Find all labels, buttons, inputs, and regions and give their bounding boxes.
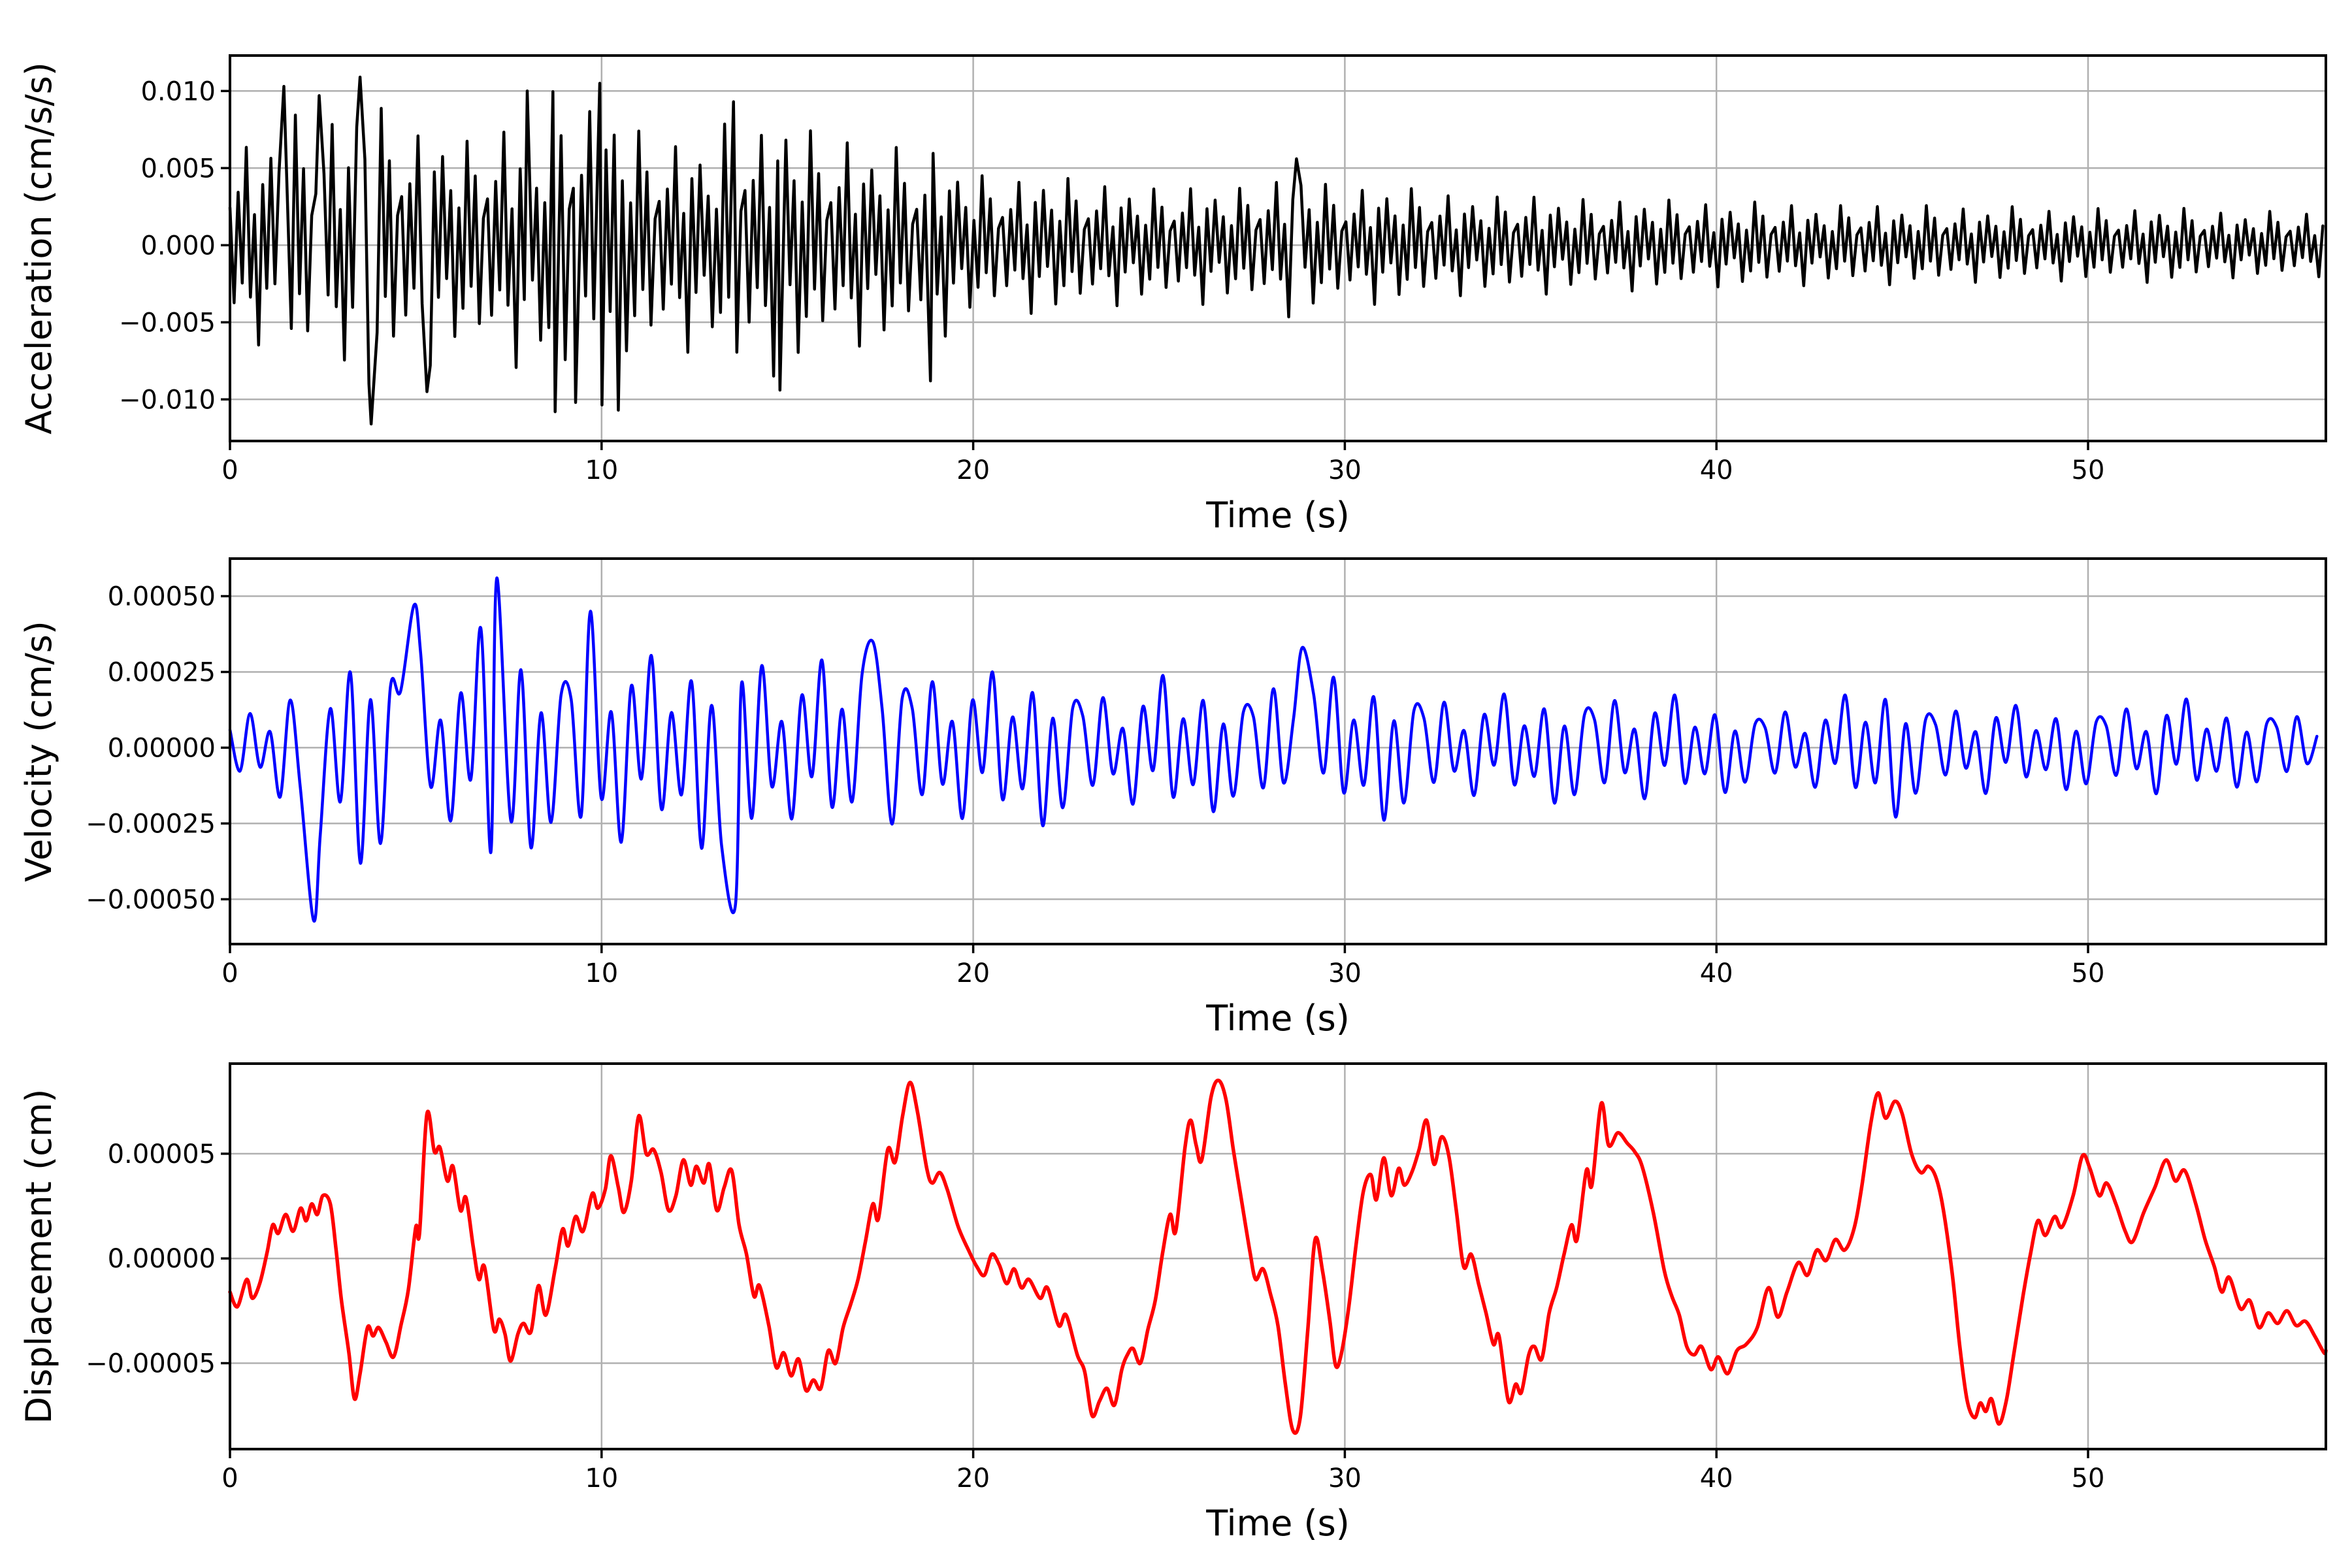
displacement-plot: 0 10 20 30 40 50 0.00005 0.00000 −0.00005 [86, 1062, 2328, 1494]
x-tick-label: 30 [1328, 958, 1362, 988]
y-tick-label: 0.00000 [108, 1244, 216, 1274]
y-tick-label: 0.010 [140, 76, 216, 106]
y-tick-label: −0.00005 [86, 1349, 216, 1379]
x-tick-label: 20 [956, 958, 990, 988]
velocity-plot: 0 10 20 30 40 50 0.00050 0.00025 0.00000 −0.00025… [86, 557, 2327, 988]
y-tick-label: 0.00025 [108, 658, 216, 688]
velocity-axes-frame [229, 557, 2327, 945]
x-tick-label: 50 [2072, 455, 2105, 485]
x-tick-label: 40 [1700, 1463, 1733, 1494]
y-tick-label: 0.00005 [108, 1139, 216, 1169]
velocity-xlabel: Time (s) [1205, 998, 1350, 1039]
displacement-trace [228, 1078, 2328, 1435]
x-tick-label: 0 [221, 455, 238, 485]
x-tick-label: 20 [956, 1463, 990, 1494]
acceleration-trace [228, 75, 2325, 426]
x-tick-label: 0 [221, 958, 238, 988]
displacement-ylabel: Displacement (cm) [18, 1089, 59, 1424]
acceleration-axes-frame [229, 54, 2327, 442]
velocity-ylabel: Velocity (cm/s) [18, 621, 59, 882]
acceleration-ylabel: Acceleration (cm/s/s) [18, 62, 59, 434]
x-tick-label: 50 [2072, 1463, 2105, 1494]
velocity-trace [228, 576, 2319, 923]
plots-layer: 0 10 20 30 40 50 0.010 0.005 0.000 −0.005 −0.010 0 1… [86, 54, 2328, 1494]
acceleration-xlabel: Time (s) [1205, 495, 1350, 536]
displacement-axes-frame [229, 1062, 2327, 1450]
x-tick-label: 50 [2072, 958, 2105, 988]
y-tick-label: −0.005 [119, 308, 216, 338]
x-tick-label: 30 [1328, 1463, 1362, 1494]
x-tick-label: 20 [956, 455, 990, 485]
displacement-xlabel: Time (s) [1205, 1503, 1350, 1544]
x-tick-label: 30 [1328, 455, 1362, 485]
y-tick-label: −0.00050 [86, 885, 216, 915]
x-tick-label: 10 [585, 455, 618, 485]
x-tick-label: 10 [585, 1463, 618, 1494]
y-tick-label: 0.005 [140, 154, 216, 184]
y-tick-label: 0.00000 [108, 733, 216, 763]
x-tick-label: 0 [221, 1463, 238, 1494]
x-tick-label: 40 [1700, 958, 1733, 988]
y-tick-label: −0.010 [119, 385, 216, 415]
y-tick-label: 0.00050 [108, 582, 216, 612]
acceleration-plot: 0 10 20 30 40 50 0.010 0.005 0.000 −0.005 −0.010 [119, 54, 2327, 485]
x-tick-label: 40 [1700, 455, 1733, 485]
y-tick-label: −0.00025 [86, 809, 216, 839]
x-tick-label: 10 [585, 958, 618, 988]
y-tick-label: 0.000 [140, 231, 216, 261]
